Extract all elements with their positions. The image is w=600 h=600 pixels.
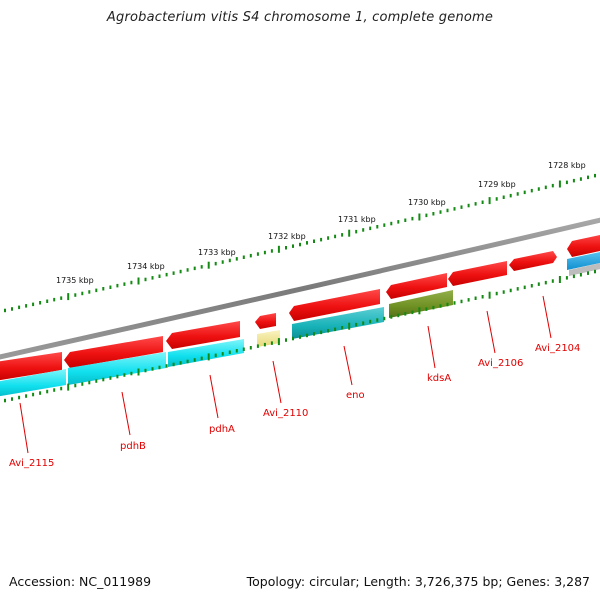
leader-kdsa (427, 325, 436, 369)
inner-track (0, 252, 600, 397)
gene-label-avi2104: Avi_2104 (535, 343, 580, 354)
tick-label-1735: 1735 kbp (56, 276, 94, 285)
tick-label-1734: 1734 kbp (127, 262, 165, 271)
gene-arrow-kdsa (386, 273, 447, 299)
scale-tick-labels: 1735 kbp 1734 kbp 1733 kbp 1732 kbp 1731… (56, 161, 586, 285)
gene-label-pdha: pdhA (209, 424, 235, 435)
gene-arrow-pdhb (64, 336, 163, 368)
cds-grey-edge (569, 263, 600, 276)
leader-avi2110 (272, 360, 282, 404)
tick-label-1732: 1732 kbp (268, 232, 306, 241)
gene-arrow-avi2110 (255, 313, 276, 329)
gene-label-pdhb: pdhB (120, 441, 146, 452)
leader-pdhb (121, 391, 131, 436)
leader-pdha (209, 374, 219, 419)
gene-arrow-avi2115 (0, 352, 62, 381)
outer-scale-dots (4, 173, 596, 313)
cds-cyan-2 (68, 352, 166, 385)
gene-label-avi2106: Avi_2106 (478, 358, 523, 369)
gene-labels: Avi_2115 pdhB pdhA Avi_2110 eno kdsA Avi… (9, 343, 580, 469)
gene-label-avi2110: Avi_2110 (263, 408, 308, 419)
inner-scale-dots (4, 269, 596, 403)
gene-arrow-pdha (166, 321, 240, 349)
cds-teal (292, 307, 384, 339)
accession-text: Accession: NC_011989 (9, 574, 152, 589)
leader-avi2106 (486, 310, 496, 354)
tick-label-1733: 1733 kbp (198, 248, 236, 257)
cds-olive (389, 290, 453, 318)
gene-label-eno: eno (346, 390, 365, 401)
cds-cyan-1 (0, 369, 66, 397)
leader-avi2115 (19, 402, 29, 454)
leader-eno (343, 345, 353, 386)
label-leaders (19, 295, 552, 454)
gene-arrow-avi2104 (509, 251, 557, 271)
cds-blue-edge (567, 252, 600, 270)
cds-yellow (257, 330, 280, 347)
gene-label-kdsa: kdsA (427, 373, 451, 384)
tick-label-1728: 1728 kbp (548, 161, 586, 170)
leader-avi2104 (542, 295, 552, 339)
gene-arrow-edge (567, 235, 600, 257)
forward-strand-track (0, 235, 600, 381)
tick-label-1729: 1729 kbp (478, 180, 516, 189)
backbone-arc (0, 217, 600, 360)
gene-arrow-avi2106 (448, 261, 507, 286)
gene-label-avi2115: Avi_2115 (9, 458, 54, 469)
tick-label-1730: 1730 kbp (408, 198, 446, 207)
map-title: Agrobacterium vitis S4 chromosome 1, com… (106, 10, 494, 25)
tick-label-1731: 1731 kbp (338, 215, 376, 224)
gene-arrow-eno (289, 289, 380, 321)
topology-text: Topology: circular; Length: 3,726,375 bp… (246, 574, 590, 589)
